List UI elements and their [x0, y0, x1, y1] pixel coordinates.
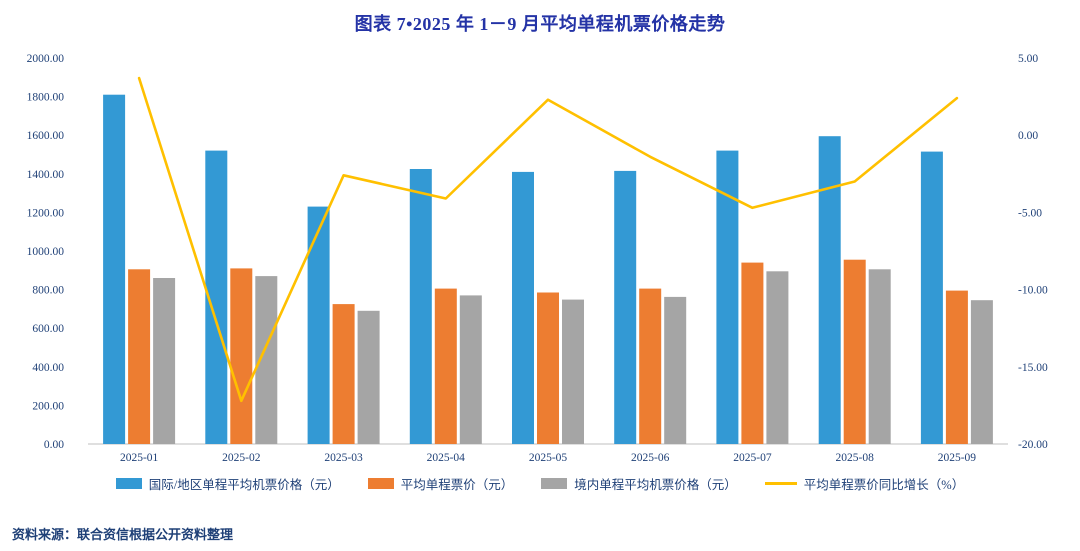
right-axis-tick: -10.00	[1018, 285, 1048, 297]
bar-domestic-2025-01	[153, 278, 176, 444]
legend: 国际/地区单程平均机票价格（元） 平均单程票价（元） 境内单程平均机票价格（元）…	[0, 474, 1080, 493]
bar-average-2025-07	[741, 262, 764, 444]
bar-international-2025-06	[614, 170, 637, 444]
right-axis-tick: 0.00	[1018, 130, 1038, 142]
left-axis-tick: 0.00	[44, 439, 64, 451]
right-axis-tick: -20.00	[1018, 439, 1048, 451]
right-axis-tick: -15.00	[1018, 362, 1048, 374]
bar-average-2025-09	[945, 290, 968, 444]
bar-international-2025-02	[205, 150, 228, 444]
source-note: 资料来源：联合资信根据公开资料整理	[12, 527, 234, 542]
left-axis-tick: 400.00	[32, 362, 64, 374]
left-axis-tick: 1200.00	[27, 207, 65, 219]
bar-domestic-2025-05	[562, 299, 584, 444]
bar-domestic-2025-07	[766, 271, 789, 444]
left-axis-tick: 1600.00	[27, 130, 65, 142]
legend-item-international: 国际/地区单程平均机票价格（元）	[115, 474, 340, 493]
bar-international-2025-05	[512, 171, 534, 444]
right-axis-tick: -5.00	[1018, 207, 1042, 219]
bar-international-2025-03	[307, 206, 330, 444]
bar-average-2025-02	[230, 268, 253, 444]
legend-swatch-average-bar	[367, 478, 394, 489]
x-axis-label-2025-07: 2025-07	[733, 452, 772, 464]
left-axis-tick: 200.00	[32, 400, 64, 412]
bar-domestic-2025-06	[664, 296, 687, 444]
x-axis-label-2025-05: 2025-05	[529, 452, 568, 464]
right-axis-tick: 5.00	[1018, 53, 1038, 65]
bar-average-2025-03	[332, 304, 355, 444]
chart-area: 2000.00 1800.00 1600.00 1400.00 1200.00 1000.…	[0, 42, 1080, 472]
legend-swatch-domestic-bar	[541, 478, 568, 489]
left-axis-tick: 1400.00	[27, 169, 65, 181]
bar-domestic-2025-02	[255, 276, 278, 444]
x-axis-label-2025-06: 2025-06	[631, 452, 670, 464]
bar-domestic-2025-08	[868, 269, 891, 444]
bar-average-2025-08	[843, 259, 866, 444]
bar-international-2025-09	[920, 151, 943, 444]
chart-canvas: 2000.00 1800.00 1600.00 1400.00 1200.00 1000.…	[27, 53, 1048, 464]
bar-international-2025-08	[818, 136, 841, 444]
chart-title: 图表 7•2025 年 1－9 月平均单程机票价格走势	[354, 14, 726, 34]
bar-domestic-2025-03	[357, 310, 380, 444]
bar-average-2025-01	[128, 269, 151, 444]
bar-domestic-2025-04	[459, 295, 482, 444]
bar-international-2025-07	[716, 150, 739, 444]
left-axis-tick: 1800.00	[27, 92, 65, 104]
bar-average-2025-05	[537, 292, 559, 444]
legend-item-average: 平均单程票价（元）	[367, 474, 514, 493]
growth-line	[137, 76, 959, 403]
left-axis-tick: 2000.00	[27, 53, 65, 65]
x-axis-label-2025-03: 2025-03	[324, 452, 363, 464]
legend-swatch-international-bar	[115, 478, 142, 489]
legend-item-growth: 平均单程票价同比增长（%）	[764, 474, 965, 493]
legend-swatch-growth-line	[764, 482, 797, 485]
x-axis-label-2025-08: 2025-08	[835, 452, 874, 464]
x-axis-label-2025-04: 2025-04	[427, 452, 466, 464]
left-axis-tick: 800.00	[32, 285, 64, 297]
legend-label-international: 国际/地区单程平均机票价格（元）	[148, 478, 340, 492]
bar-international-2025-01	[103, 94, 126, 444]
legend-label-domestic: 境内单程平均机票价格（元）	[574, 478, 737, 492]
legend-label-average: 平均单程票价（元）	[400, 478, 514, 492]
legend-label-growth: 平均单程票价同比增长（%）	[803, 478, 965, 492]
bar-international-2025-04	[409, 169, 432, 444]
legend-item-domestic: 境内单程平均机票价格（元）	[541, 474, 737, 493]
left-axis-tick: 600.00	[32, 323, 64, 335]
bar-average-2025-04	[434, 288, 457, 444]
x-axis-label-2025-01: 2025-01	[120, 452, 159, 464]
bar-average-2025-06	[639, 288, 662, 444]
bar-domestic-2025-09	[970, 300, 993, 444]
left-axis-tick: 1000.00	[27, 246, 65, 258]
x-axis-label-2025-09: 2025-09	[938, 452, 977, 464]
x-axis-label-2025-02: 2025-02	[222, 452, 261, 464]
